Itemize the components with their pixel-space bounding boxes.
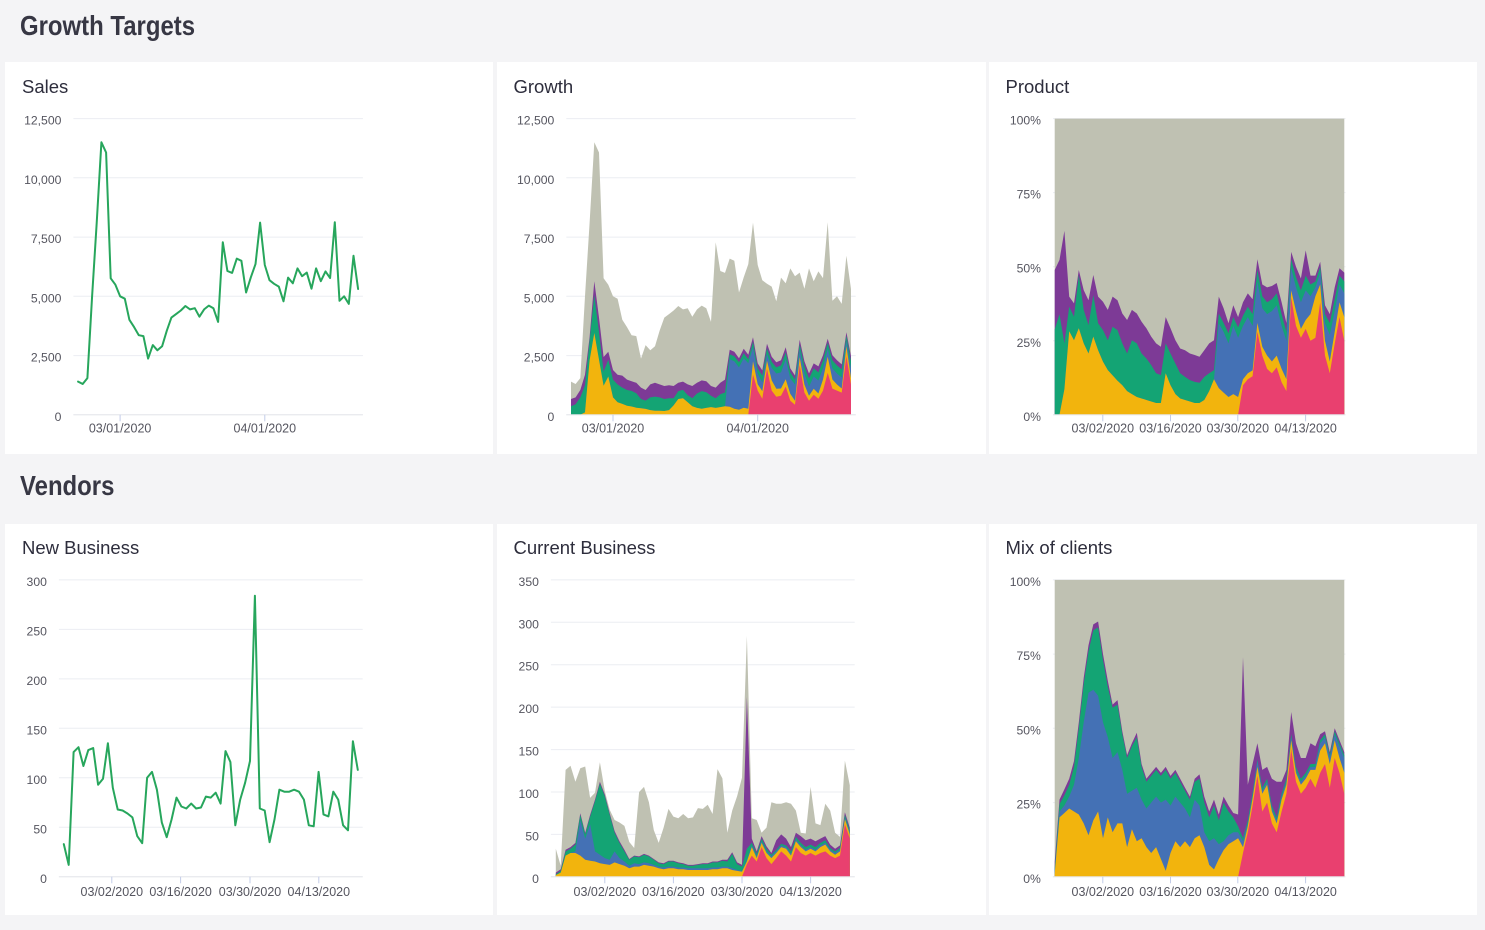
svg-text:50: 50 <box>525 829 539 843</box>
svg-text:10,000: 10,000 <box>24 173 61 187</box>
svg-text:03/30/2020: 03/30/2020 <box>219 884 282 898</box>
svg-text:200: 200 <box>518 702 539 716</box>
svg-text:50%: 50% <box>1016 262 1041 276</box>
svg-text:350: 350 <box>518 574 539 588</box>
svg-text:04/01/2020: 04/01/2020 <box>726 422 789 436</box>
svg-text:50: 50 <box>33 822 47 836</box>
svg-text:0: 0 <box>547 410 554 424</box>
svg-text:2,500: 2,500 <box>523 351 554 365</box>
svg-text:100: 100 <box>27 772 48 786</box>
svg-text:03/01/2020: 03/01/2020 <box>89 422 152 436</box>
svg-text:100%: 100% <box>1009 574 1040 588</box>
svg-text:04/13/2020: 04/13/2020 <box>288 884 351 898</box>
svg-text:0%: 0% <box>1023 410 1041 424</box>
svg-text:03/02/2020: 03/02/2020 <box>1071 884 1134 898</box>
svg-text:300: 300 <box>518 617 539 631</box>
svg-text:04/13/2020: 04/13/2020 <box>1274 884 1337 898</box>
svg-text:150: 150 <box>518 744 539 758</box>
svg-text:5,000: 5,000 <box>31 291 62 305</box>
svg-text:03/30/2020: 03/30/2020 <box>1206 422 1269 436</box>
svg-text:100%: 100% <box>1009 114 1040 128</box>
svg-text:0: 0 <box>532 871 539 885</box>
svg-text:25%: 25% <box>1016 797 1041 811</box>
svg-text:250: 250 <box>518 659 539 673</box>
svg-text:03/02/2020: 03/02/2020 <box>573 884 636 898</box>
svg-text:75%: 75% <box>1016 649 1041 663</box>
svg-text:03/02/2020: 03/02/2020 <box>81 884 144 898</box>
svg-text:5,000: 5,000 <box>523 291 554 305</box>
svg-text:12,500: 12,500 <box>24 114 61 128</box>
svg-text:75%: 75% <box>1016 188 1041 202</box>
svg-text:2,500: 2,500 <box>31 351 62 365</box>
svg-text:03/16/2020: 03/16/2020 <box>642 884 705 898</box>
svg-text:03/16/2020: 03/16/2020 <box>1139 422 1202 436</box>
svg-text:50%: 50% <box>1016 723 1041 737</box>
svg-text:03/01/2020: 03/01/2020 <box>581 422 644 436</box>
svg-text:100: 100 <box>518 786 539 800</box>
svg-text:03/30/2020: 03/30/2020 <box>710 884 773 898</box>
svg-text:300: 300 <box>27 574 48 588</box>
svg-text:0: 0 <box>40 871 47 885</box>
svg-text:250: 250 <box>27 624 48 638</box>
svg-text:0: 0 <box>55 410 62 424</box>
svg-text:04/13/2020: 04/13/2020 <box>779 884 842 898</box>
svg-text:7,500: 7,500 <box>31 232 62 246</box>
svg-text:03/02/2020: 03/02/2020 <box>1071 422 1134 436</box>
svg-text:200: 200 <box>27 673 48 687</box>
svg-text:10,000: 10,000 <box>517 173 554 187</box>
svg-text:03/16/2020: 03/16/2020 <box>149 884 212 898</box>
svg-text:12,500: 12,500 <box>517 114 554 128</box>
svg-text:04/13/2020: 04/13/2020 <box>1274 422 1337 436</box>
svg-text:25%: 25% <box>1016 336 1041 350</box>
svg-text:150: 150 <box>27 723 48 737</box>
svg-text:7,500: 7,500 <box>523 232 554 246</box>
svg-text:03/30/2020: 03/30/2020 <box>1206 884 1269 898</box>
svg-text:03/16/2020: 03/16/2020 <box>1139 884 1202 898</box>
svg-text:0%: 0% <box>1023 871 1041 885</box>
svg-text:04/01/2020: 04/01/2020 <box>234 422 297 436</box>
